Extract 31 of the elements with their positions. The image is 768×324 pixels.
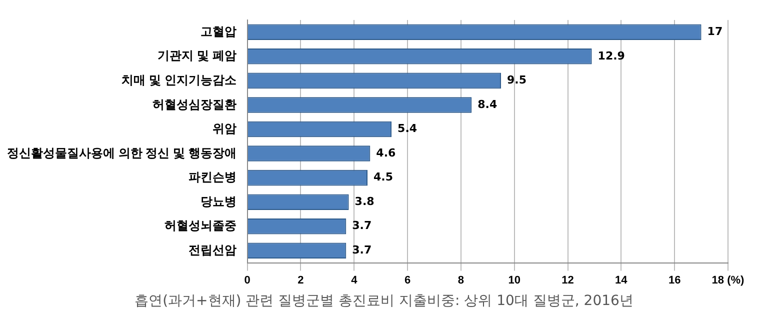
data-label: 4.5	[374, 170, 393, 184]
x-tick-label: 0	[244, 274, 250, 286]
y-tick-label: 당뇨병	[200, 194, 236, 208]
y-tick-label: 파킨슨병	[188, 170, 236, 184]
y-tick-label: 고혈압	[200, 24, 236, 38]
y-tick-label: 허혈성심장질환	[152, 97, 236, 112]
data-label: 17	[707, 25, 723, 38]
data-label: 9.5	[507, 74, 527, 87]
y-tick-label: 허혈성뇌졸중	[164, 218, 236, 233]
x-tick-label: 4	[351, 274, 358, 286]
x-tick-label: 10	[508, 274, 520, 286]
data-label: 3.7	[352, 244, 372, 257]
data-label: 3.8	[354, 194, 374, 208]
y-tick-label: 전립선암	[188, 242, 236, 257]
x-tick-label: 6	[404, 274, 411, 286]
data-label: 3.7	[352, 219, 372, 232]
data-label: 5.4	[398, 122, 418, 136]
y-tick-label: 기관지 및 폐암	[158, 48, 236, 63]
x-tick-label: 2	[298, 274, 304, 286]
y-tick-label: 정신활성물질사용에 의한 정신 및 행동장애	[6, 146, 236, 160]
data-label: 8.4	[478, 98, 498, 111]
y-tick-label: 치매 및 인지기능감소	[122, 73, 236, 88]
x-tick-label: 18 (%)	[712, 274, 745, 286]
x-tick-label: 8	[458, 274, 464, 286]
y-tick-label: 위암	[212, 122, 236, 136]
text: 흡연(과거+현재) 관련 질병군별 총진료비 지출비중: 상위 10대 질병군, 2016년	[134, 292, 634, 310]
data-label: 12.9	[598, 49, 625, 62]
x-tick-label: 14	[615, 274, 628, 286]
x-tick-label: 12	[562, 274, 574, 286]
x-tick-label: 16	[668, 274, 681, 286]
data-label: 4.6	[376, 146, 396, 160]
